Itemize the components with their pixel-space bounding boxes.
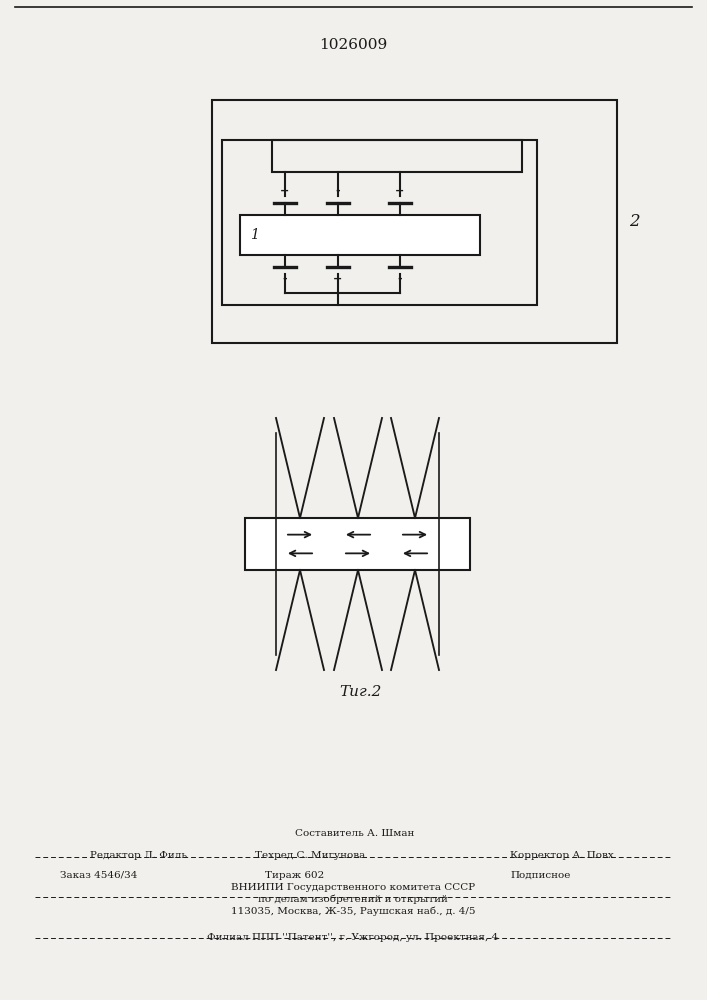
Text: +: + [281, 186, 290, 196]
Text: Заказ 4546/34: Заказ 4546/34 [60, 871, 137, 880]
Text: -: - [336, 186, 340, 196]
Bar [245, 518, 470, 570]
Text: Техред С. Мигунова: Техред С. Мигунова [255, 851, 365, 860]
Text: Τиг.2: Τиг.2 [339, 685, 381, 699]
Text: +: + [395, 186, 404, 196]
Text: +: + [334, 274, 343, 284]
Text: -: - [397, 274, 402, 284]
Text: по делам изобретений и открытий: по делам изобретений и открытий [258, 894, 448, 904]
Text: 113035, Москва, Ж-35, Раушская наб., д. 4/5: 113035, Москва, Ж-35, Раушская наб., д. … [230, 906, 475, 916]
Text: Филиал ППП ''Патент'', г. Ужгород, ул. Проектная, 4: Филиал ППП ''Патент'', г. Ужгород, ул. П… [207, 933, 498, 942]
Bar [272, 140, 522, 172]
Text: Корректор А. Повх: Корректор А. Повх [510, 851, 614, 860]
Bar [212, 100, 617, 343]
Text: Тираж 602: Тираж 602 [265, 871, 325, 880]
Text: -: - [283, 274, 287, 284]
Text: Составитель А. Шман: Составитель А. Шман [296, 829, 415, 838]
Text: ВНИИПИ Государственного комитета СССР: ВНИИПИ Государственного комитета СССР [231, 883, 475, 892]
Text: 1026009: 1026009 [319, 38, 387, 52]
Bar [240, 215, 480, 255]
Text: 2: 2 [629, 213, 640, 230]
Text: Подписное: Подписное [510, 871, 571, 880]
Bar [222, 140, 537, 305]
Text: Редактор Л. Филь: Редактор Л. Филь [90, 851, 187, 860]
Text: 1: 1 [250, 228, 259, 242]
